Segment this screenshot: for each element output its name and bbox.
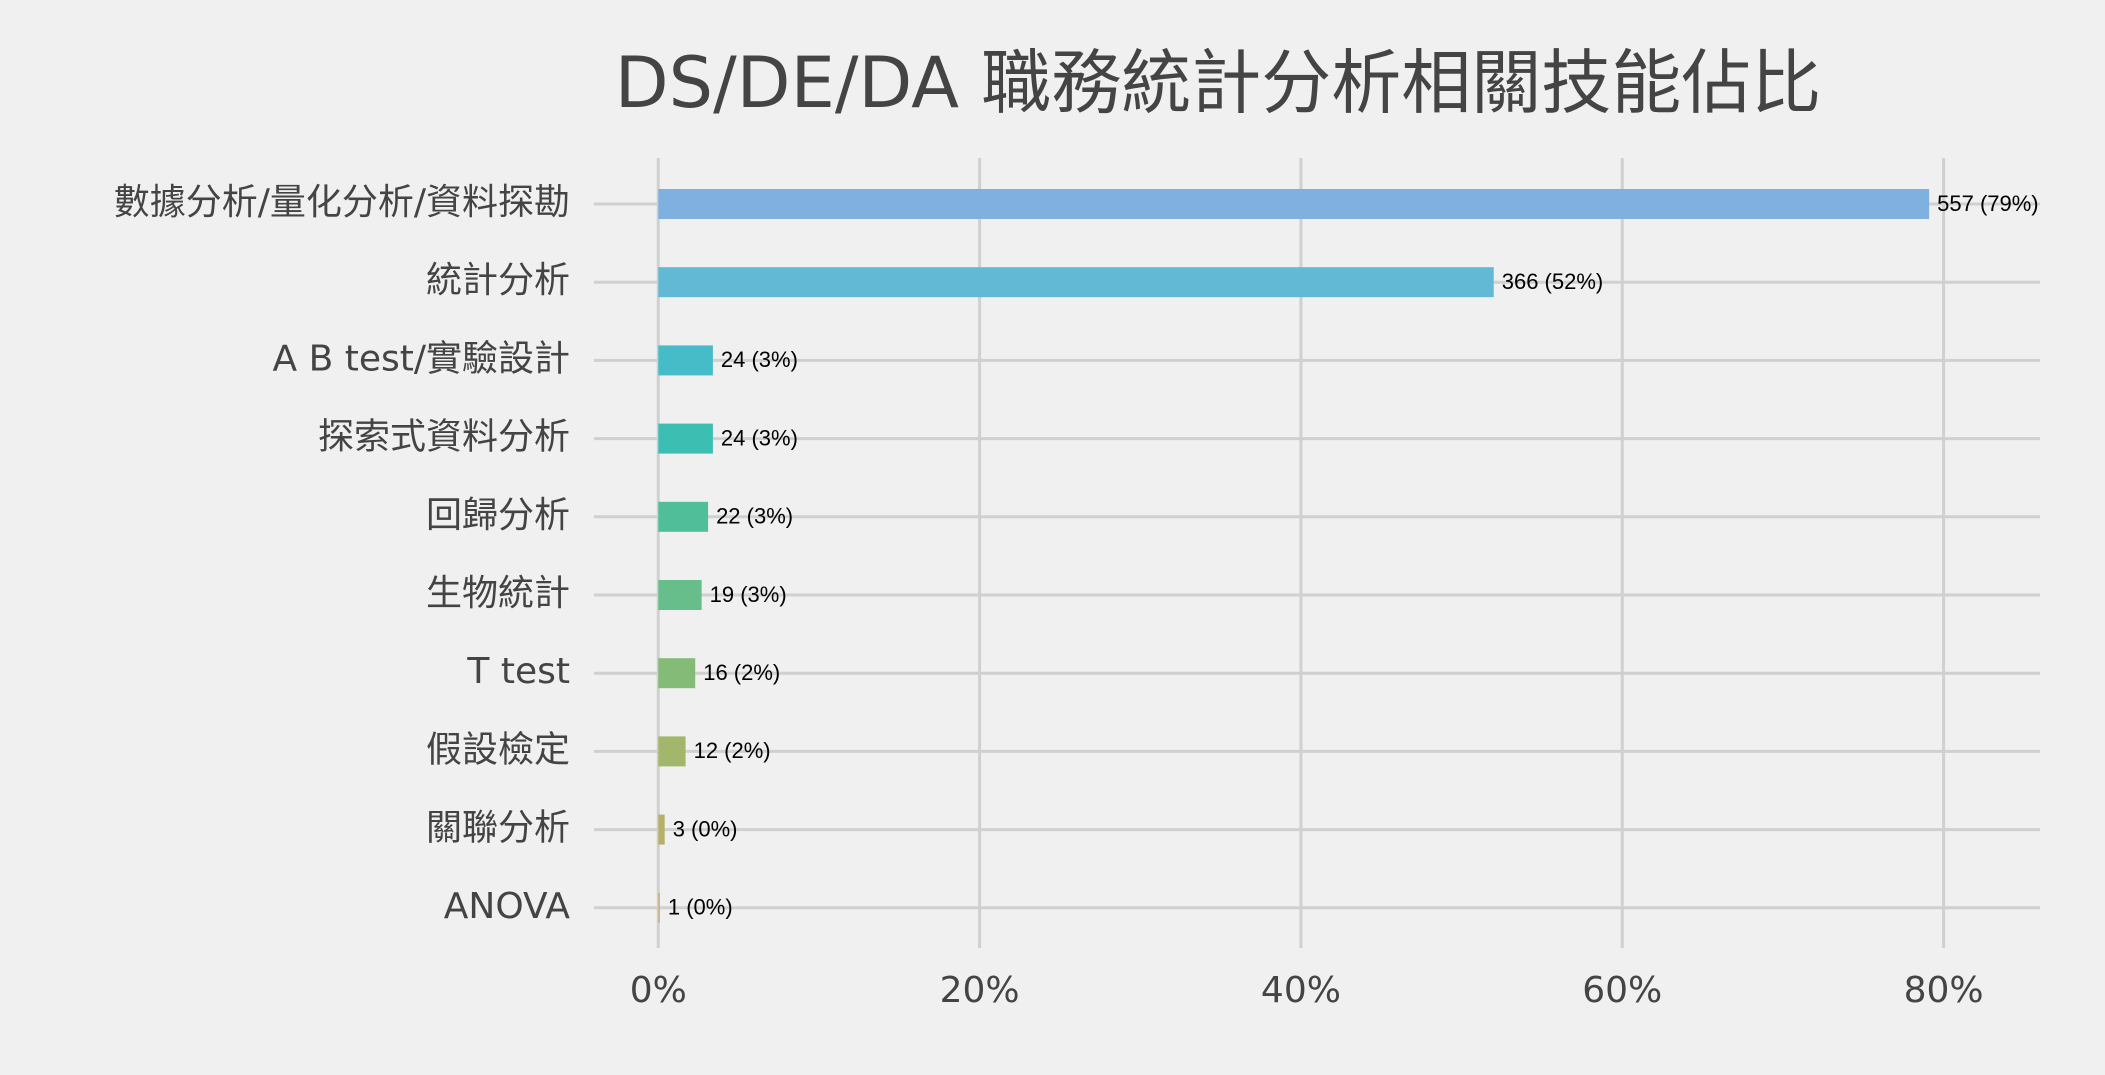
chart-title: DS/DE/DA 職務統計分析相關技能佔比 <box>615 42 1821 124</box>
value-label: 1 (0%) <box>668 895 733 920</box>
value-label: 557 (79%) <box>1937 191 2039 216</box>
x-tick-label: 40% <box>1261 970 1341 1011</box>
bar <box>658 580 702 610</box>
x-tick-label: 80% <box>1904 970 1984 1011</box>
y-tick-label: 關聯分析 <box>426 808 570 849</box>
x-tick-label: 60% <box>1582 970 1662 1011</box>
value-label: 366 (52%) <box>1502 269 1604 294</box>
x-tick-label: 0% <box>630 970 687 1011</box>
value-label: 22 (3%) <box>716 504 793 529</box>
bar <box>658 736 686 767</box>
bar <box>658 423 713 454</box>
value-label: 12 (2%) <box>694 738 771 763</box>
y-tick-label: 生物統計 <box>426 573 570 614</box>
bar <box>658 267 1494 298</box>
value-label: 19 (3%) <box>710 582 787 607</box>
y-tick-label: A B test/實驗設計 <box>273 338 570 379</box>
y-tick-label: 統計分析 <box>426 260 570 301</box>
bar <box>658 814 665 845</box>
bar <box>658 658 696 689</box>
bar <box>658 892 660 923</box>
value-label: 24 (3%) <box>721 425 798 450</box>
y-tick-label: 探索式資料分析 <box>318 417 570 458</box>
bar <box>658 345 713 376</box>
value-label: 16 (2%) <box>703 660 780 685</box>
y-tick-label: 回歸分析 <box>426 495 570 536</box>
bar <box>658 189 1930 219</box>
value-label: 3 (0%) <box>673 816 738 841</box>
y-tick-label: ANOVA <box>444 886 571 927</box>
bar <box>658 501 709 532</box>
value-label: 24 (3%) <box>721 347 798 372</box>
y-tick-label: T test <box>466 651 570 692</box>
y-tick-label: 數據分析/量化分析/資料探勘 <box>114 182 570 223</box>
y-tick-label: 假設檢定 <box>426 729 570 770</box>
x-tick-label: 20% <box>940 970 1020 1011</box>
